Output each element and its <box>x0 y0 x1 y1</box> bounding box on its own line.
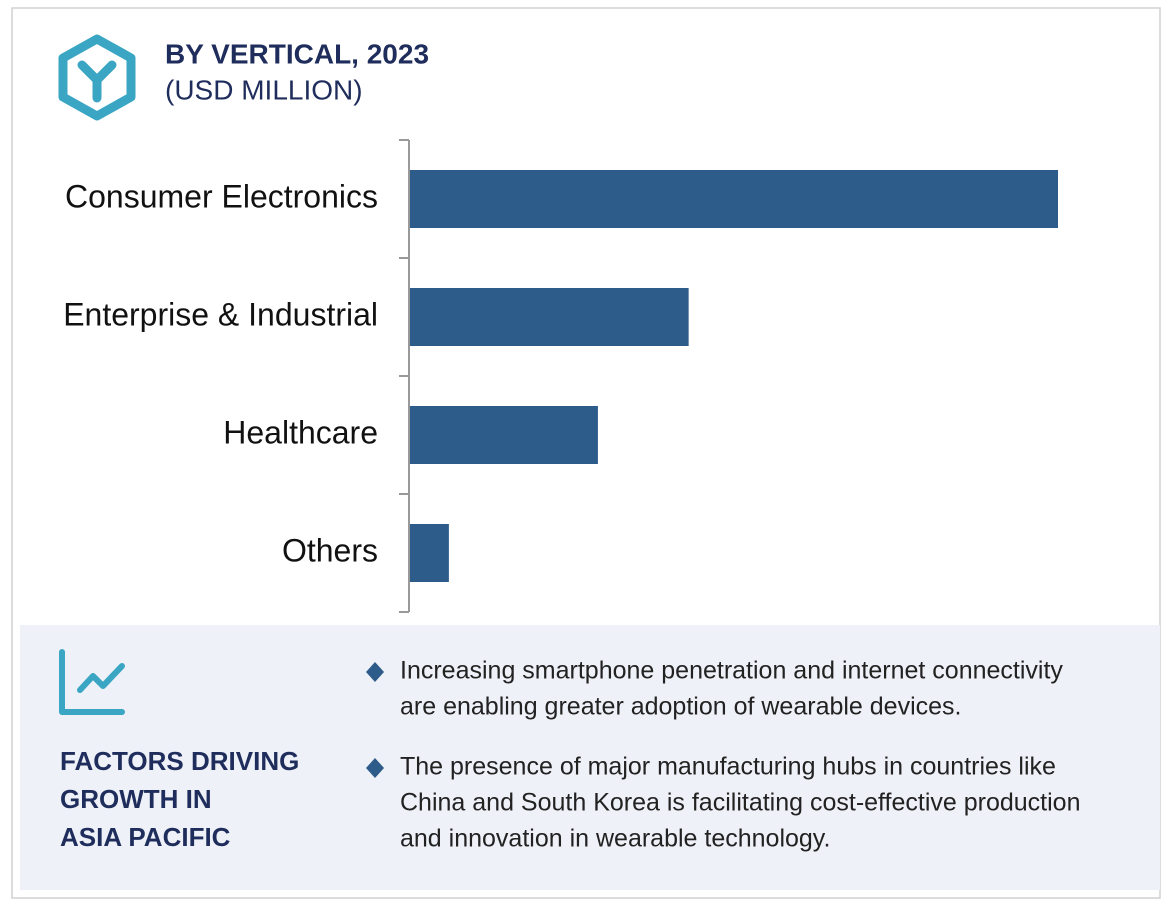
logo-icon <box>58 34 136 121</box>
bullet-diamond <box>366 662 384 682</box>
bar <box>410 524 449 582</box>
category-label: Enterprise & Industrial <box>63 296 378 332</box>
panel-heading: GROWTH IN <box>60 784 212 814</box>
bullet-text: The presence of major manufacturing hubs… <box>400 753 1056 781</box>
category-label: Others <box>282 532 378 568</box>
factors-panel <box>20 625 1160 890</box>
bullet-text: China and South Korea is facilitating co… <box>400 789 1081 817</box>
bar <box>410 170 1058 228</box>
category-label: Consumer Electronics <box>65 178 378 214</box>
chart-title: BY VERTICAL, 2023 <box>165 38 429 69</box>
growth-icon <box>59 649 125 715</box>
bullet-text: Increasing smartphone penetration and in… <box>400 657 1063 685</box>
bar <box>410 288 689 346</box>
bar <box>410 406 598 464</box>
panel-heading: ASIA PACIFIC <box>60 822 231 852</box>
bullet-text: and innovation in wearable technology. <box>400 825 830 853</box>
bullet-diamond <box>366 758 384 778</box>
chart-subtitle: (USD MILLION) <box>165 74 363 105</box>
bullet-text: are enabling greater adoption of wearabl… <box>400 693 962 721</box>
panel-heading: FACTORS DRIVING <box>60 746 299 776</box>
category-label: Healthcare <box>223 414 378 450</box>
